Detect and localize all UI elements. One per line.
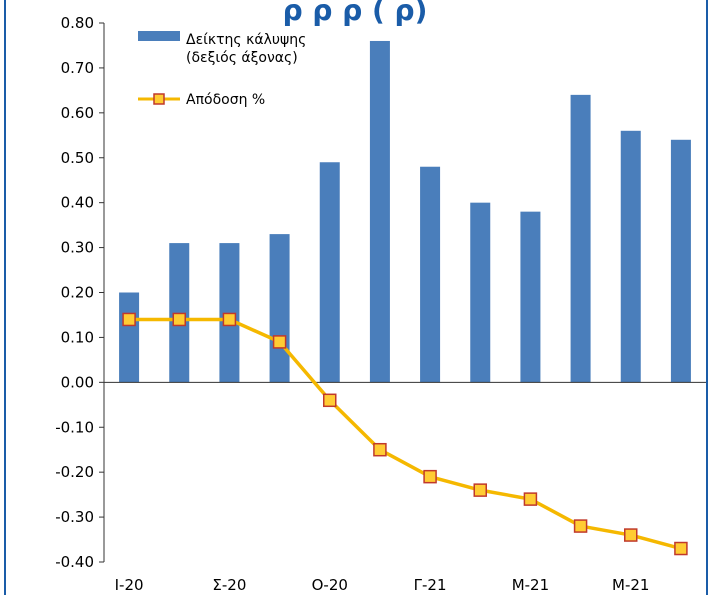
line-marker: [222, 312, 237, 327]
series-line: [129, 317, 682, 551]
x-tick-label: Ι-20: [115, 576, 144, 594]
legend-line-label: Απόδοση %: [186, 92, 265, 108]
y-tick-label: 0.80: [61, 14, 94, 32]
bar: [520, 211, 541, 383]
y-tick-label: 0.50: [61, 149, 94, 167]
right-border: [706, 0, 708, 595]
line-series: [122, 312, 688, 556]
line-marker: [373, 442, 387, 457]
bar: [119, 292, 140, 383]
y-tick-label: 0.00: [61, 373, 94, 391]
y-tick-label: 0.20: [61, 284, 94, 302]
y-tick-label: 0.60: [61, 104, 94, 122]
y-tick-label: -0.10: [55, 418, 94, 436]
bar: [420, 166, 441, 383]
y-tick-label: 0.30: [61, 239, 94, 257]
bar: [670, 139, 691, 383]
x-tick-label: Γ-21: [414, 576, 447, 594]
y-tick-label: -0.30: [55, 508, 94, 526]
line-marker: [473, 483, 487, 497]
line-marker: [423, 469, 437, 484]
y-tick-label: 0.40: [61, 194, 94, 212]
y-tick-label: 0.10: [61, 328, 94, 346]
bar: [269, 234, 290, 383]
line-marker: [523, 492, 538, 506]
x-tick-label: Μ-21: [612, 576, 649, 594]
y-tick-label: -0.20: [55, 463, 94, 481]
bar: [470, 202, 491, 383]
line-marker: [272, 335, 287, 349]
legend-bar-swatch: [138, 31, 180, 41]
x-axis-ticks: Ι-20 Σ-20 Ο-20 Γ-21 Μ-21 Μ-21: [115, 576, 650, 594]
x-tick-label: Σ-20: [212, 576, 246, 594]
legend: Δείκτης κάλυψης (δεξιός άξονας) Απόδοση …: [138, 31, 306, 108]
line-marker: [674, 541, 688, 556]
legend-bar-label-line1: Δείκτης κάλυψης: [186, 32, 306, 48]
bar: [319, 162, 340, 383]
y-axis: 0.80 0.70 0.60 0.50 0.40 0.30 0.20 0.10 0.00 -0.1…: [55, 14, 105, 571]
left-border: [4, 0, 6, 595]
bar: [620, 130, 641, 383]
legend-line-marker: [153, 93, 165, 105]
chart-title-fragment: ρ ρ ρ ( ρ): [283, 0, 428, 27]
y-tick-label: 0.70: [61, 59, 94, 77]
legend-bar-label-line2: (δεξιός άξονας): [186, 50, 298, 66]
x-tick-label: Ο-20: [312, 576, 348, 594]
line-marker: [573, 519, 588, 533]
x-tick-label: Μ-21: [512, 576, 549, 594]
bar: [369, 40, 390, 383]
line-marker: [172, 312, 186, 327]
bar: [570, 94, 591, 383]
y-tick-label: -0.40: [55, 553, 94, 571]
line-marker: [624, 528, 638, 542]
line-marker: [323, 393, 337, 408]
line-marker: [122, 312, 136, 327]
